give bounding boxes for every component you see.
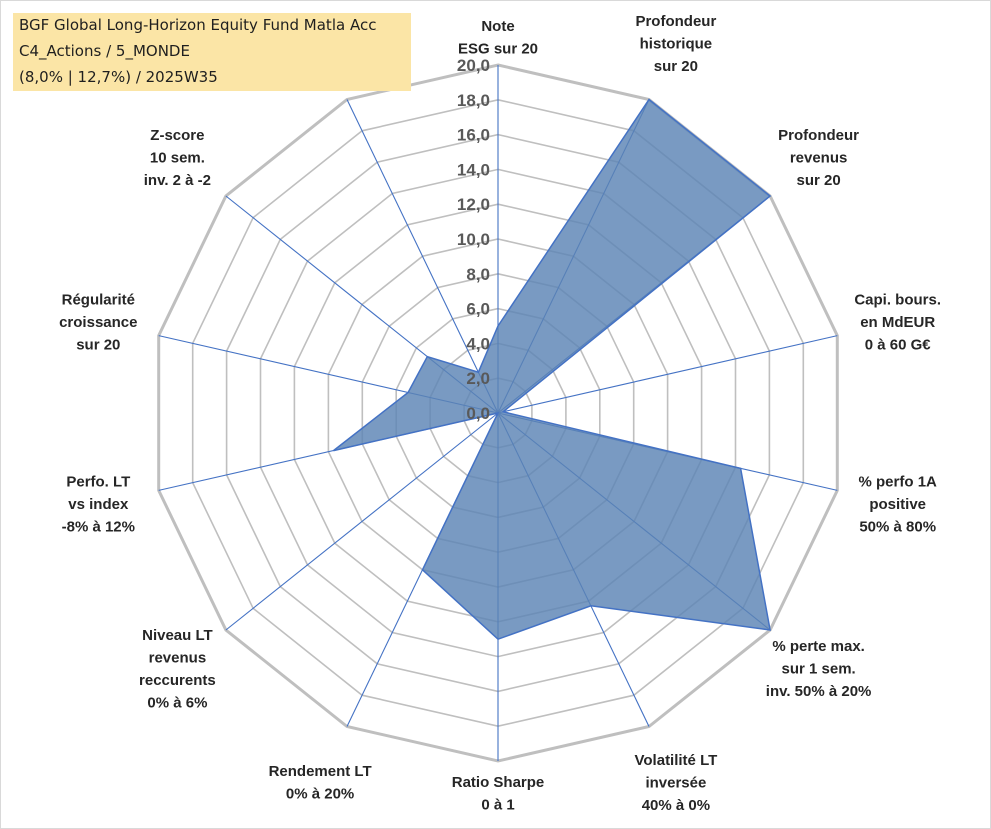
axis-label-line: croissance xyxy=(59,314,137,331)
tick-label: 4,0 xyxy=(466,334,490,353)
axis-label: Profondeur historique sur 20 xyxy=(635,13,716,75)
axis-spoke xyxy=(225,412,499,631)
axis-label-line: Ratio Sharpe xyxy=(452,774,545,791)
fund-category: C4_Actions / 5_MONDE xyxy=(19,42,190,60)
axis-label-line: Capi. bours. xyxy=(854,291,941,308)
axis-label-line: 0% à 6% xyxy=(147,694,207,711)
axis-label-line: revenus xyxy=(790,149,848,166)
fund-info-box: BGF Global Long-Horizon Equity Fund Matl… xyxy=(13,13,411,91)
axis-label-line: inversée xyxy=(645,774,706,791)
axis-label-line: sur 20 xyxy=(654,58,698,75)
axis-label-line: Niveau LT xyxy=(142,627,213,644)
axis-label: Note ESG sur 20 xyxy=(458,18,538,58)
axis-label-line: Note xyxy=(481,18,514,35)
axis-label-line: Rendement LT xyxy=(269,763,372,780)
tick-label: 8,0 xyxy=(466,265,490,284)
axis-label-line: 0% à 20% xyxy=(286,786,354,803)
tick-label: 10,0 xyxy=(457,230,490,249)
axis-label-line: 0 à 1 xyxy=(481,797,514,814)
axis-label: % perfo 1A positive 50% à 80% xyxy=(859,474,938,536)
axis-label: % perte max. sur 1 sem. inv. 50% à 20% xyxy=(766,638,872,700)
axis-label-line: Profondeur xyxy=(635,13,716,30)
axis-label-line: % perfo 1A xyxy=(859,474,938,491)
axis-label-line: Z-score xyxy=(150,127,204,144)
axis-spoke xyxy=(346,99,499,414)
axis-label-line: inv. 2 à -2 xyxy=(144,172,211,189)
axis-label-line: sur 20 xyxy=(76,336,120,353)
tick-label: 6,0 xyxy=(466,300,490,319)
tick-label: 0,0 xyxy=(466,404,490,423)
axis-label-line: 50% à 80% xyxy=(859,519,936,536)
axis-label-line: en MdEUR xyxy=(860,314,935,331)
axis-labels: Note ESG sur 20 Profondeur historique sur 20… xyxy=(59,13,941,814)
axis-label: Rendement LT 0% à 20% xyxy=(269,763,372,803)
axis-label-line: -8% à 12% xyxy=(62,519,135,536)
fund-name: BGF Global Long-Horizon Equity Fund Matl… xyxy=(19,16,377,34)
tick-label: 14,0 xyxy=(457,160,490,179)
axis-label: Perfo. LT vs index -8% à 12% xyxy=(62,474,135,536)
axis-label-line: sur 20 xyxy=(796,172,840,189)
axis-label-line: historique xyxy=(640,36,713,53)
fund-stats: (8,0% | 12,7%) / 2025W35 xyxy=(19,68,218,86)
axis-label-line: Perfo. LT xyxy=(66,474,130,491)
axis-label: Régularité croissance sur 20 xyxy=(59,291,137,353)
axis-label-line: 0 à 60 G€ xyxy=(865,336,932,353)
axis-label-line: Profondeur xyxy=(778,127,859,144)
axis-label-line: inv. 50% à 20% xyxy=(766,683,872,700)
axis-label-line: 10 sem. xyxy=(150,149,205,166)
tick-label: 20,0 xyxy=(457,56,490,75)
axis-label: Volatilité LT inversée 40% à 0% xyxy=(635,752,718,814)
axis-label-line: reccurents xyxy=(139,672,216,689)
axis-label-line: revenus xyxy=(149,649,207,666)
axis-label-line: positive xyxy=(869,496,926,513)
axis-label-line: Régularité xyxy=(62,291,135,308)
axis-label: Niveau LT revenus reccurents 0% à 6% xyxy=(139,627,216,712)
tick-label: 16,0 xyxy=(457,126,490,145)
axis-label-line: 40% à 0% xyxy=(642,797,710,814)
tick-label: 18,0 xyxy=(457,91,490,110)
tick-label: 2,0 xyxy=(466,369,490,388)
axis-label-line: Volatilité LT xyxy=(635,752,718,769)
axis-label-line: % perte max. xyxy=(772,638,865,655)
axis-label: Profondeur revenus sur 20 xyxy=(778,127,859,189)
axis-label-line: ESG sur 20 xyxy=(458,41,538,58)
axis-label: Capi. bours. en MdEUR 0 à 60 G€ xyxy=(854,291,941,353)
axis-label: Z-score 10 sem. inv. 2 à -2 xyxy=(144,127,211,189)
radar-series xyxy=(333,98,772,641)
tick-label: 12,0 xyxy=(457,195,490,214)
radial-tick-labels: 0,0 2,0 4,0 6,0 8,0 10,0 12,0 14,0 16,0 18,0 20,0 xyxy=(457,56,490,423)
axis-label-line: sur 1 sem. xyxy=(781,661,855,678)
series-area xyxy=(333,98,772,641)
axis-label: Ratio Sharpe 0 à 1 xyxy=(452,774,545,814)
axis-label-line: vs index xyxy=(68,496,129,513)
axis-spoke xyxy=(497,335,838,414)
